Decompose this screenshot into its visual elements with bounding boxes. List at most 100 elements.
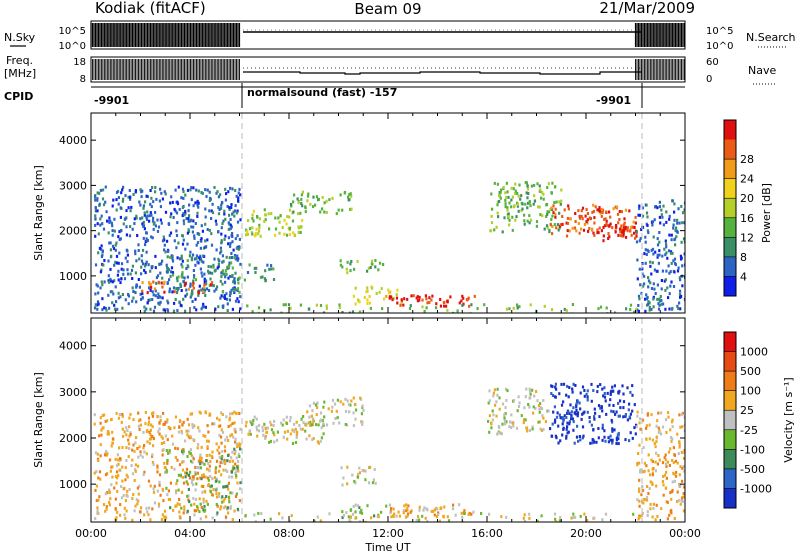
data-cell bbox=[238, 300, 240, 303]
data-cell bbox=[286, 215, 288, 218]
data-cell bbox=[603, 386, 605, 389]
data-cell bbox=[181, 461, 183, 464]
data-cell bbox=[681, 413, 683, 416]
data-cell bbox=[222, 305, 224, 308]
y-tick-label: 4000 bbox=[59, 340, 87, 353]
data-cell bbox=[124, 277, 126, 280]
data-cell bbox=[233, 277, 235, 280]
data-cell bbox=[251, 423, 253, 426]
data-cell bbox=[568, 386, 570, 389]
y-tick-label: 1000 bbox=[59, 270, 87, 283]
data-cell bbox=[633, 426, 635, 429]
data-cell bbox=[665, 487, 667, 490]
data-cell bbox=[681, 221, 683, 224]
data-cell bbox=[159, 433, 161, 436]
data-cell bbox=[306, 438, 308, 441]
data-cell bbox=[160, 219, 162, 222]
data-cell bbox=[567, 204, 569, 207]
data-cell bbox=[487, 420, 489, 423]
data-cell bbox=[109, 268, 111, 271]
data-cell bbox=[290, 416, 292, 419]
data-cell bbox=[222, 431, 224, 434]
data-cell bbox=[138, 201, 140, 204]
data-cell bbox=[592, 389, 594, 392]
data-cell bbox=[150, 197, 152, 200]
data-cell bbox=[514, 219, 516, 222]
data-cell bbox=[234, 510, 236, 513]
data-cell bbox=[212, 516, 214, 519]
data-cell bbox=[587, 399, 589, 402]
data-cell bbox=[183, 219, 185, 222]
data-cell bbox=[186, 243, 188, 246]
data-cell bbox=[658, 262, 660, 265]
data-cell bbox=[171, 257, 173, 260]
data-cell bbox=[672, 259, 674, 262]
cpid-segment-1: -9901 bbox=[94, 94, 129, 107]
data-cell bbox=[308, 307, 310, 310]
data-cell bbox=[290, 203, 292, 206]
data-cell bbox=[670, 270, 672, 273]
data-cell bbox=[316, 304, 318, 307]
data-cell bbox=[192, 231, 194, 234]
data-cell bbox=[187, 264, 189, 267]
data-cell bbox=[629, 230, 631, 233]
data-cell bbox=[108, 221, 110, 224]
data-cell bbox=[219, 424, 221, 427]
data-cell bbox=[628, 439, 630, 442]
data-cell bbox=[357, 476, 359, 479]
data-cell bbox=[119, 514, 121, 517]
data-cell bbox=[153, 488, 155, 491]
data-cell bbox=[523, 219, 525, 222]
data-cell bbox=[266, 431, 268, 434]
data-cell bbox=[239, 307, 241, 310]
data-cell bbox=[124, 217, 126, 220]
data-cell bbox=[202, 261, 204, 264]
data-cell bbox=[208, 265, 210, 268]
data-cell bbox=[645, 262, 647, 265]
data-cell bbox=[674, 262, 676, 265]
radar-figure: Kodiak (fitACF) Beam 09 21/Mar/2009 N.Sk… bbox=[0, 0, 800, 554]
data-cell bbox=[506, 308, 508, 311]
data-cell bbox=[628, 408, 630, 411]
data-cell bbox=[338, 303, 340, 306]
data-cell bbox=[174, 239, 176, 242]
data-cell bbox=[151, 453, 153, 456]
data-cell bbox=[549, 427, 551, 430]
data-cell bbox=[225, 199, 227, 202]
data-cell bbox=[582, 425, 584, 428]
data-cell bbox=[561, 215, 563, 218]
data-cell bbox=[647, 276, 649, 279]
data-cell bbox=[134, 250, 136, 253]
data-cell bbox=[231, 234, 233, 237]
data-cell bbox=[339, 306, 341, 309]
data-cell bbox=[277, 431, 279, 434]
data-cell bbox=[376, 292, 378, 295]
data-cell bbox=[562, 416, 564, 419]
data-cell bbox=[647, 492, 649, 495]
data-cell bbox=[192, 497, 194, 500]
data-cell bbox=[379, 291, 381, 294]
data-cell bbox=[491, 215, 493, 218]
data-cell bbox=[627, 229, 629, 232]
data-cell bbox=[406, 507, 408, 510]
data-cell bbox=[492, 394, 494, 397]
data-cell bbox=[190, 460, 192, 463]
data-cell bbox=[680, 503, 682, 506]
data-cell bbox=[223, 506, 225, 509]
data-cell bbox=[94, 423, 96, 426]
data-cell bbox=[399, 515, 401, 518]
data-cell bbox=[228, 228, 230, 231]
data-cell bbox=[305, 206, 307, 209]
data-cell bbox=[656, 270, 658, 273]
data-cell bbox=[220, 461, 222, 464]
data-cell bbox=[389, 504, 391, 507]
data-cell bbox=[216, 417, 218, 420]
data-cell bbox=[188, 451, 190, 454]
data-cell bbox=[125, 499, 127, 502]
data-cell bbox=[556, 416, 558, 419]
data-cell bbox=[667, 296, 669, 299]
data-cell bbox=[551, 308, 553, 311]
data-cell bbox=[316, 413, 318, 416]
data-cell bbox=[169, 256, 171, 259]
data-cell bbox=[636, 498, 638, 501]
